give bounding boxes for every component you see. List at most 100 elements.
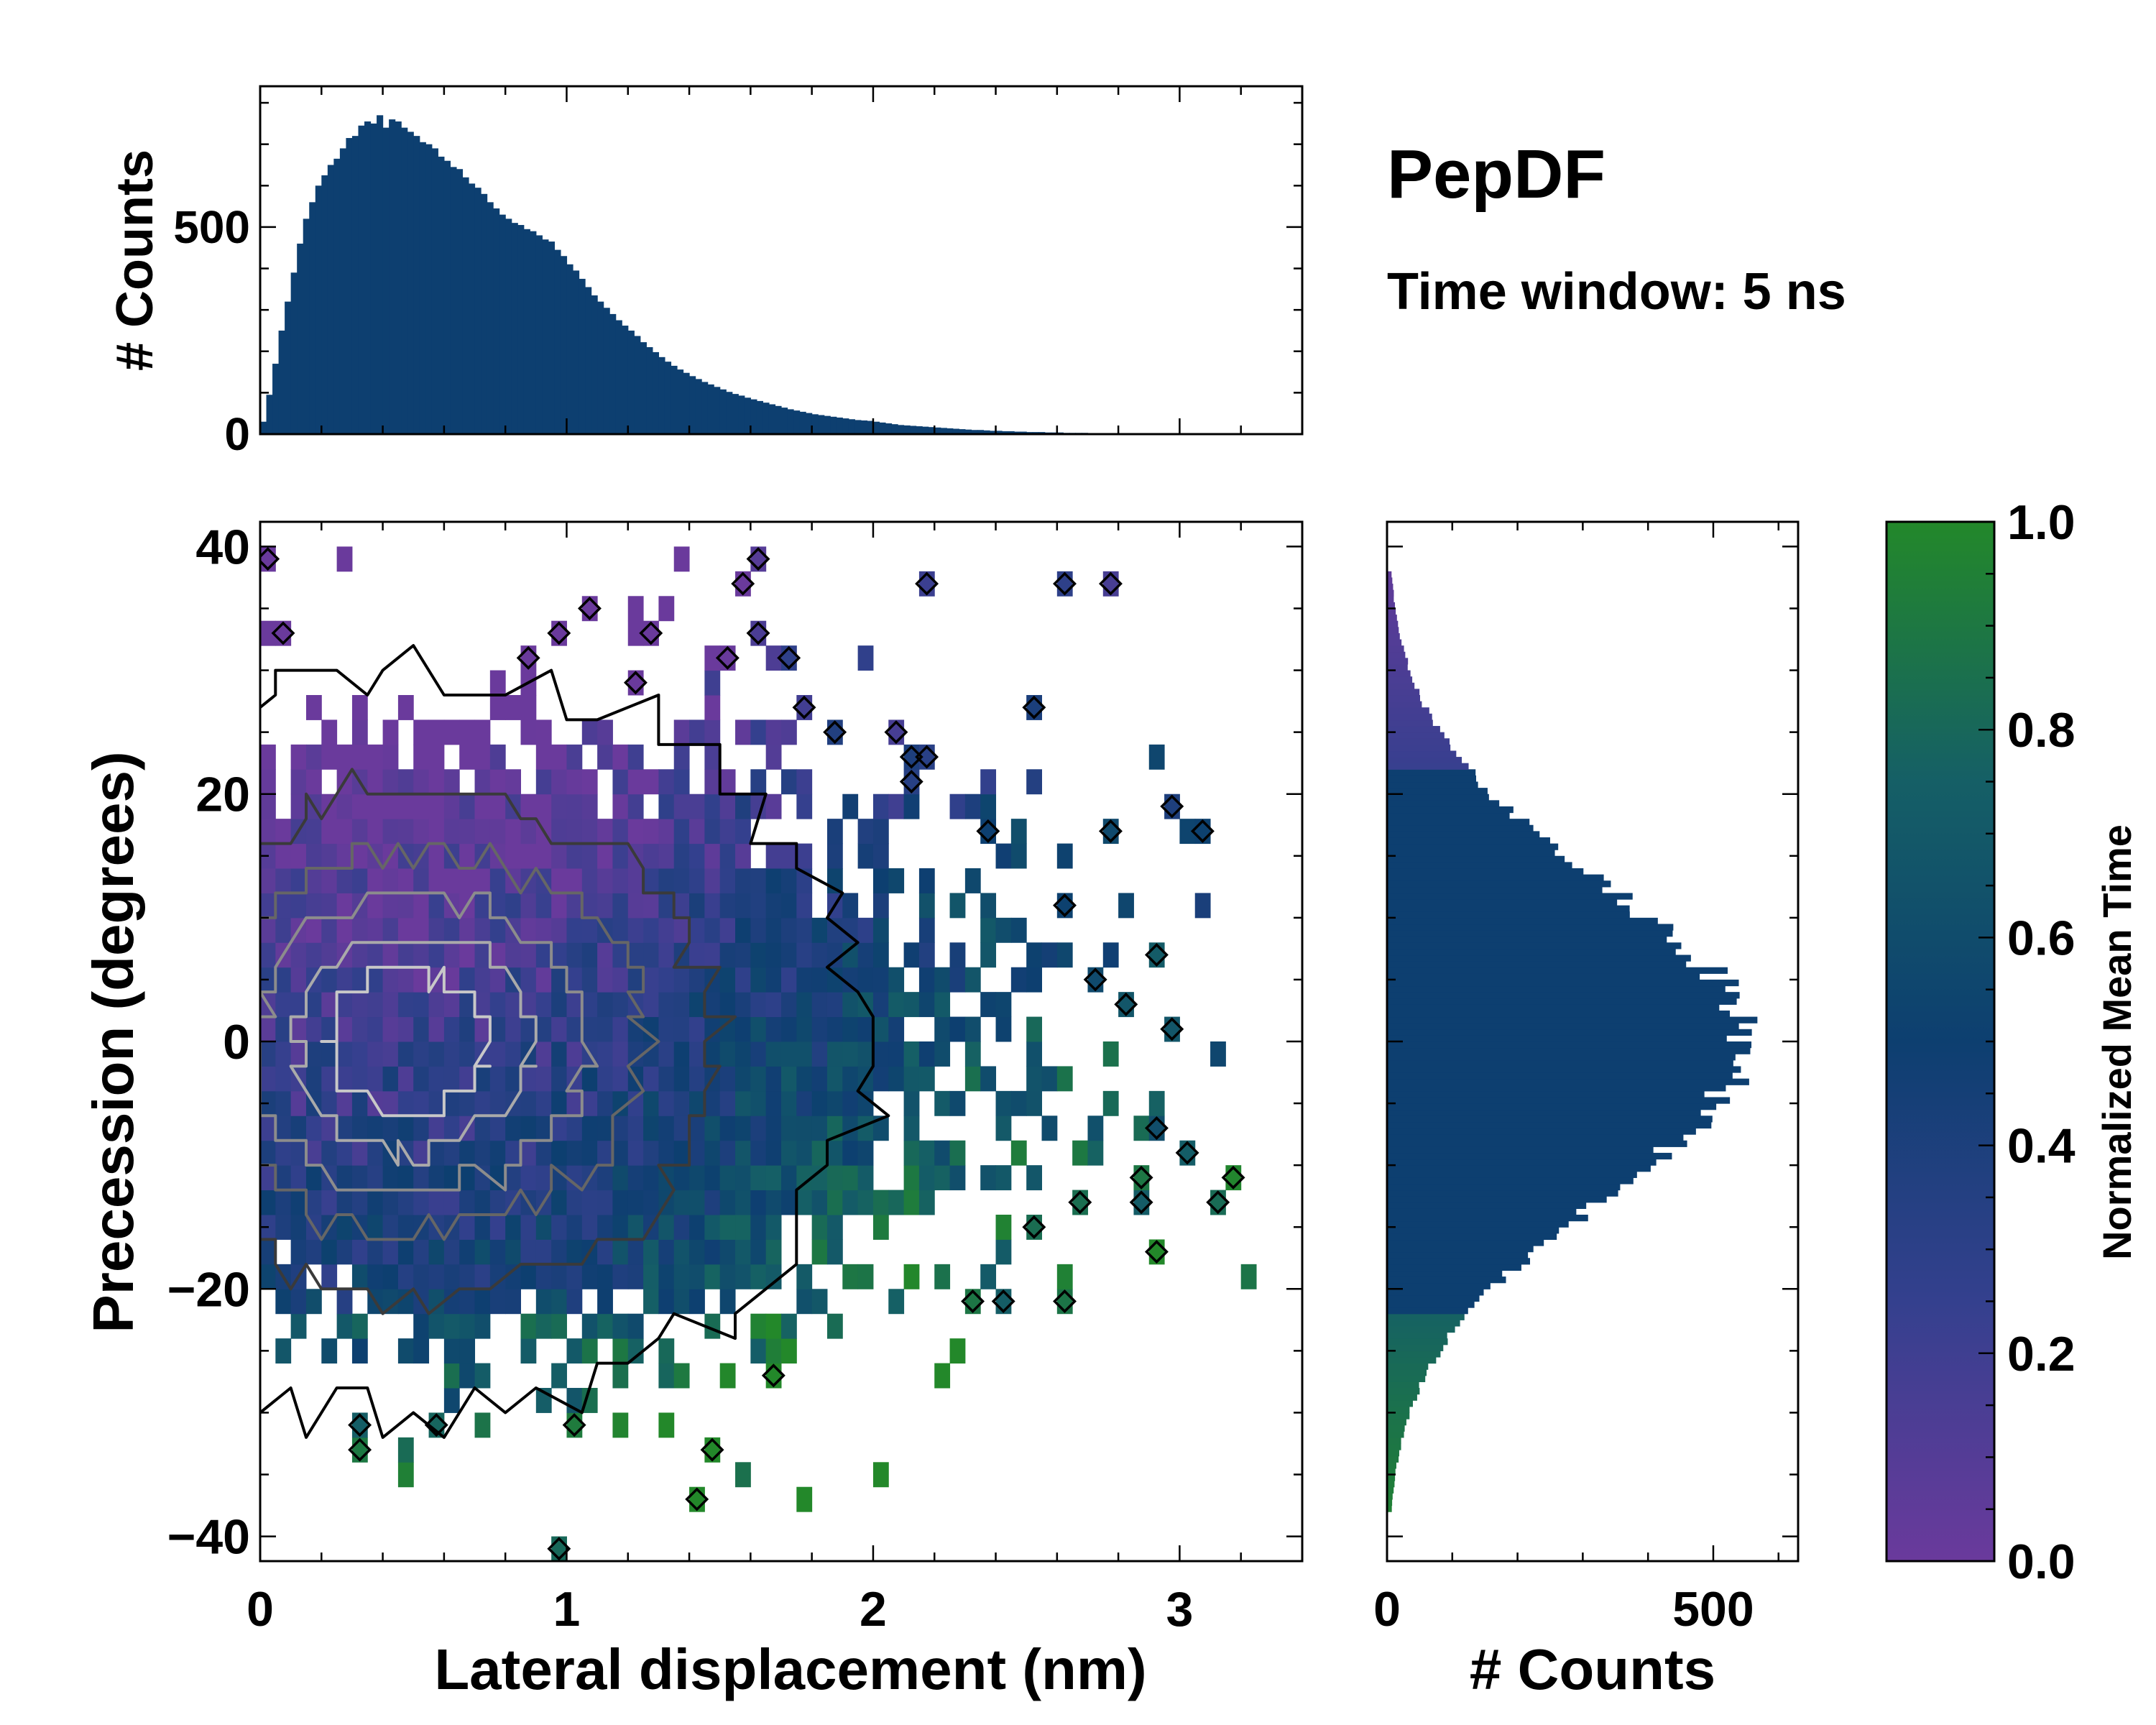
heatmap-cell <box>995 917 1012 943</box>
right-histogram-bar <box>1387 584 1393 591</box>
heatmap-cell <box>520 1116 537 1141</box>
heatmap-cell <box>1102 1090 1119 1116</box>
right-histogram-bar <box>1387 1140 1687 1147</box>
heatmap-cell <box>520 1066 537 1092</box>
right-histogram-bar <box>1387 1450 1399 1457</box>
heatmap-cell <box>826 1239 843 1265</box>
heatmap-cell <box>643 1041 659 1067</box>
heatmap-cell <box>980 942 997 968</box>
heatmap-cell <box>872 1190 889 1215</box>
heatmap-cell <box>689 1190 705 1215</box>
right-histogram-bar <box>1387 1165 1651 1172</box>
top-histogram-bar <box>946 428 954 434</box>
heatmap-cell <box>826 1140 843 1166</box>
heatmap-cell <box>474 1313 491 1339</box>
top-histogram-bar <box>811 414 819 434</box>
top-histogram-bar <box>658 356 665 434</box>
top-histogram-bar <box>511 223 518 434</box>
heatmap-cell <box>658 596 675 622</box>
right-histogram-bar <box>1387 806 1514 814</box>
heatmap-cell <box>474 794 491 819</box>
right-histogram-bar <box>1387 589 1394 597</box>
heatmap-cell <box>275 1289 292 1315</box>
heatmap-contour-island <box>1114 992 1138 1016</box>
heatmap-cell <box>673 1090 690 1116</box>
top-histogram-bar <box>260 421 267 434</box>
right-histogram-bar <box>1387 998 1737 1005</box>
heatmap-cell <box>505 1140 521 1166</box>
top-histogram-bars <box>260 115 1162 435</box>
heatmap-cell <box>443 917 460 943</box>
heatmap-cell <box>765 1264 782 1289</box>
heatmap-cell <box>719 819 736 845</box>
heatmap-cell <box>566 744 583 770</box>
heatmap-cell <box>949 967 966 993</box>
heatmap-cell <box>673 917 690 943</box>
top-histogram-bar <box>315 185 322 434</box>
heatmap-cell <box>796 942 813 968</box>
right-histogram-bar <box>1387 1047 1751 1054</box>
top-histogram-bar <box>419 142 426 435</box>
top-histogram-bar <box>732 394 739 434</box>
heatmap-cell <box>459 1041 476 1067</box>
heatmap-cell <box>489 1190 506 1215</box>
heatmap-cell <box>566 868 583 893</box>
heatmap-cell <box>275 893 292 919</box>
heatmap-cell <box>551 967 567 993</box>
heatmap-cell <box>872 1462 889 1488</box>
heatmap-cell <box>443 1140 460 1166</box>
heatmap-cell <box>689 1239 705 1265</box>
top-histogram-bar <box>499 214 506 434</box>
top-histogram-bar <box>443 160 451 434</box>
heatmap-cell <box>689 1066 705 1092</box>
heatmap-cell <box>658 843 675 869</box>
heatmap-cell <box>397 1190 414 1215</box>
heatmap-cell <box>750 1239 767 1265</box>
heatmap-cell <box>750 967 767 993</box>
heatmap-cell <box>765 1066 782 1092</box>
heatmap-cell <box>704 1090 721 1116</box>
heatmap-cell <box>520 843 537 869</box>
top-histogram-bar <box>928 427 935 434</box>
heatmap-cell <box>627 1016 644 1042</box>
heatmap-cell <box>489 893 506 919</box>
heatmap-cell <box>305 1116 322 1141</box>
heatmap-cell <box>260 1016 276 1042</box>
top-histogram-bar <box>493 208 500 434</box>
heatmap-cell <box>275 1338 292 1364</box>
heatmap-cell <box>260 868 276 893</box>
heatmap-cell <box>689 794 705 819</box>
heatmap-cell <box>796 1289 813 1315</box>
heatmap-cell <box>382 992 399 1018</box>
heatmap-cell <box>673 1239 690 1265</box>
right-histogram-bar <box>1387 663 1408 671</box>
heatmap-cell <box>597 1289 613 1315</box>
heatmap-cell <box>1010 819 1027 845</box>
heatmap-cell <box>275 1190 292 1215</box>
top-histogram-bar <box>560 256 568 434</box>
heatmap-cell <box>443 819 460 845</box>
heatmap-cell <box>459 942 476 968</box>
right-histogram-bar <box>1387 651 1406 658</box>
heatmap-cell <box>551 917 567 943</box>
heatmap-cell <box>658 819 675 845</box>
heatmap-cell <box>826 1066 843 1092</box>
heatmap-cell <box>566 1165 583 1191</box>
heatmap-cell <box>474 868 491 893</box>
heatmap-cell <box>627 1215 644 1240</box>
right-histogram-bar <box>1387 1177 1634 1184</box>
top-histogram-bar <box>695 379 702 434</box>
heatmap-cell <box>689 942 705 968</box>
heatmap-cell <box>872 893 889 919</box>
right-histogram-bar <box>1387 831 1540 838</box>
heatmap-cell <box>489 868 506 893</box>
heatmap-cell <box>826 1190 843 1215</box>
right-histogram-bar <box>1387 837 1550 845</box>
heatmap-cell <box>842 1090 859 1116</box>
heatmap-cell <box>689 843 705 869</box>
heatmap-cell <box>689 868 705 893</box>
heatmap-cell <box>336 1215 353 1240</box>
right-histogram-bar <box>1387 1103 1717 1110</box>
heatmap-cell <box>489 794 506 819</box>
heatmap-cell <box>275 1165 292 1191</box>
